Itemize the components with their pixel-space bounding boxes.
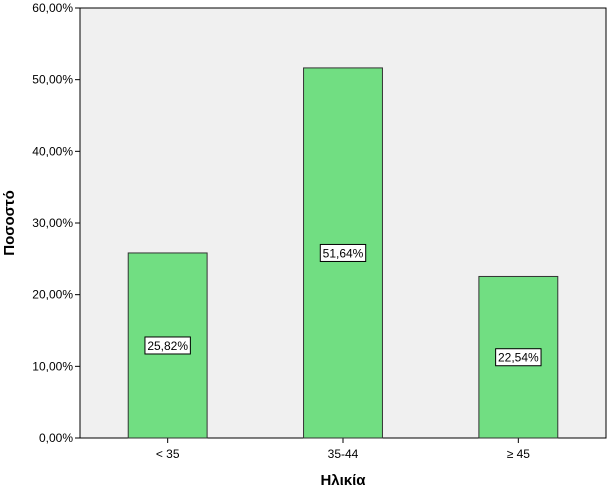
data-label: 25,82% bbox=[147, 339, 188, 353]
y-tick-label: 20,00% bbox=[32, 288, 73, 302]
y-tick-label: 10,00% bbox=[32, 359, 73, 373]
data-label: 22,54% bbox=[498, 351, 539, 365]
x-axis: < 35 35-44 ≥ 45 bbox=[156, 438, 530, 461]
y-tick-label: 60,00% bbox=[32, 1, 73, 15]
data-labels: 25,82% 51,64% 22,54% bbox=[144, 243, 542, 367]
y-axis: 0,00% 10,00% 20,00% 30,00% 40,00% 50,00% 60,00… bbox=[32, 1, 80, 445]
y-tick-label: 0,00% bbox=[39, 431, 73, 445]
data-label-box bbox=[144, 336, 191, 355]
data-label-box bbox=[319, 243, 367, 262]
y-tick-label: 40,00% bbox=[32, 144, 73, 158]
data-label: 51,64% bbox=[323, 246, 364, 260]
y-tick-label: 30,00% bbox=[32, 216, 73, 230]
x-tick-label: ≥ 45 bbox=[507, 447, 531, 461]
x-tick-label: < 35 bbox=[156, 447, 180, 461]
y-tick-label: 50,00% bbox=[32, 73, 73, 87]
data-label-box bbox=[495, 348, 542, 367]
x-axis-title: Ηλικία bbox=[320, 472, 366, 489]
y-axis-title: Ποσοστό bbox=[1, 190, 18, 256]
x-tick-label: 35-44 bbox=[328, 447, 359, 461]
